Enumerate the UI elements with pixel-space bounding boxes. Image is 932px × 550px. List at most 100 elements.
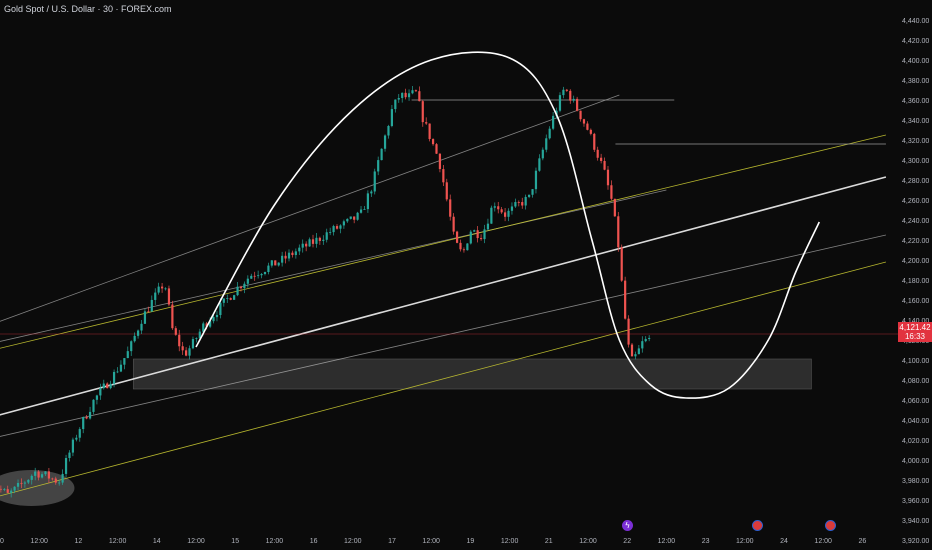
candle-body [236,286,239,296]
candle-body [58,482,61,484]
candle-body [10,490,13,493]
candle-body [576,98,579,111]
candle-body [606,169,610,186]
price-axis-label: 4,320.00 [902,138,929,145]
price-axis-label: 4,220.00 [902,238,929,245]
time-axis-label: 12:00 [344,538,362,545]
time-axis-label: 22 [623,538,631,545]
candle-body [514,202,517,207]
candle-body [486,223,490,230]
candle-body [130,341,133,352]
candle-body [383,135,387,149]
candle-body [418,91,421,102]
price-axis-label: 4,360.00 [902,98,929,105]
channel-line [0,94,620,322]
candle-body [366,193,369,210]
candle-body [565,89,568,91]
candle-body [390,109,394,126]
time-axis-label: 12:00 [501,538,519,545]
candle-body [95,395,99,400]
chart-title: Gold Spot / U.S. Dollar · 30 · FOREX.com [4,4,172,14]
candle-body [284,255,287,259]
candle-body [185,350,188,356]
time-axis-label: 15 [231,538,239,545]
candle-body [239,286,243,289]
time-axis-label: 12:00 [109,538,127,545]
candle-body [133,335,136,342]
candle-body [68,452,71,459]
candle-body [589,129,592,134]
candle-body [552,115,555,129]
candle-body [167,288,171,305]
candle-body [274,260,277,266]
candle-body [136,330,140,336]
price-axis-label: 4,200.00 [902,258,929,265]
candle-body [51,478,54,480]
candle-body [263,271,267,275]
candle-body [507,210,510,217]
candle-body [20,482,23,484]
candle-body [257,275,260,277]
channel-line [0,189,667,342]
event-flag-icon[interactable] [752,520,763,531]
price-axis-label: 4,300.00 [902,158,929,165]
candle-body [195,338,198,340]
candle-body [335,226,339,229]
event-flag-icon[interactable] [825,520,836,531]
candle-body [462,249,466,251]
candle-body [558,95,562,111]
candle-body [373,171,376,192]
candle-body [160,286,164,289]
candle-body [150,299,153,312]
candle-body [198,331,201,339]
candle-body [154,292,157,300]
candle-body [270,260,273,266]
candle-body [503,212,507,217]
candle-body [277,262,280,266]
candle-body [407,93,411,98]
channel-line [0,261,887,497]
candle-body [329,232,332,233]
time-axis-label: 16 [310,538,318,545]
candle-body [147,311,150,313]
candle-body [219,302,222,316]
candle-body [44,471,47,475]
candle-body [531,189,534,195]
candle-body [226,298,229,299]
candle-body [325,232,328,240]
candle-body [449,199,452,217]
candle-body [469,231,472,244]
candle-body [617,216,620,248]
candle-body [438,153,442,170]
price-axis-label: 4,420.00 [902,38,929,45]
candle-body [425,122,428,124]
candle-body [562,89,565,96]
candle-body [627,318,630,345]
candle-body [483,229,486,240]
price-axis-label: 4,400.00 [902,58,929,65]
candle-body [54,478,57,483]
candle-body [545,138,548,150]
time-axis-label: 14 [153,538,161,545]
candle-body [3,489,6,490]
channel-line [0,234,887,437]
candle-body [497,206,500,210]
channel-line [0,134,887,349]
candle-body [538,158,541,171]
candle-body [370,191,373,194]
price-axis-label: 4,340.00 [902,118,929,125]
time-axis-label: 17 [388,538,396,545]
price-axis-label: 4,100.00 [902,358,929,365]
candle-body [428,123,431,140]
candle-body [603,160,606,170]
candle-body [318,237,321,241]
candle-body [353,216,356,220]
event-flash-icon[interactable]: ϟ [622,520,633,531]
candle-body [332,226,335,233]
candle-body [634,354,637,357]
candle-body [431,139,435,145]
candle-body [521,202,524,206]
candle-body [517,202,520,203]
candle-body [442,169,445,183]
